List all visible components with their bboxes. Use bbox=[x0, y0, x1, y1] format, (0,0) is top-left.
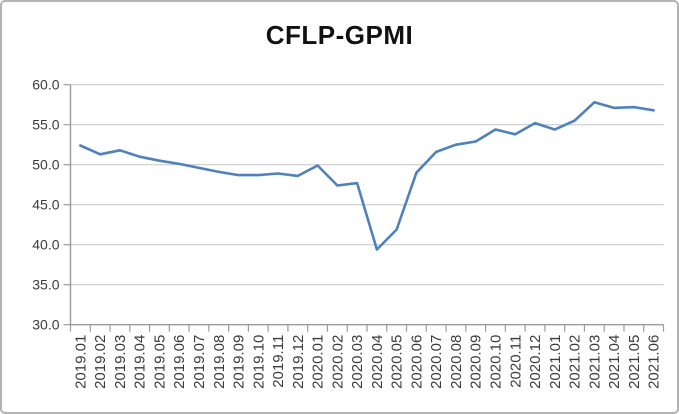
x-tick-label: 2019.09 bbox=[231, 335, 248, 389]
x-tick-label: 2020.01 bbox=[310, 335, 327, 389]
x-tick-label: 2021.01 bbox=[547, 335, 564, 389]
x-tick-label: 2019.12 bbox=[290, 335, 307, 389]
x-tick-label: 2019.08 bbox=[211, 335, 228, 389]
x-tick-label: 2019.11 bbox=[270, 335, 287, 388]
y-tick-label: 45.0 bbox=[32, 197, 59, 213]
x-tick-label: 2020.11 bbox=[507, 335, 524, 388]
y-tick-label: 40.0 bbox=[32, 237, 59, 253]
x-tick-label: 2019.02 bbox=[92, 335, 109, 389]
series-line-cflp-gpmi bbox=[79, 101, 655, 251]
y-tick-label: 60.0 bbox=[32, 77, 59, 93]
x-tick-label: 2019.01 bbox=[72, 335, 89, 389]
x-tick-label: 2020.12 bbox=[527, 335, 544, 389]
x-tick-label: 2020.06 bbox=[408, 335, 425, 389]
x-tick-label: 2020.07 bbox=[428, 335, 445, 389]
x-tick-label: 2021.06 bbox=[646, 335, 663, 389]
y-tick-label: 55.0 bbox=[32, 117, 59, 133]
x-tick-label: 2020.08 bbox=[448, 335, 465, 389]
x-tick-label: 2021.04 bbox=[606, 335, 623, 389]
x-tick-label: 2020.03 bbox=[349, 335, 366, 389]
x-tick-label: 2021.05 bbox=[626, 335, 643, 389]
x-tick-label: 2019.03 bbox=[112, 335, 129, 389]
x-tick-label: 2019.07 bbox=[191, 335, 208, 389]
x-tick-label: 2021.03 bbox=[586, 335, 603, 389]
y-tick-label: 35.0 bbox=[32, 277, 59, 293]
x-tick-label: 2020.02 bbox=[329, 335, 346, 389]
y-tick-label: 50.0 bbox=[32, 157, 59, 173]
chart-title: CFLP-GPMI bbox=[265, 20, 414, 50]
x-tick-label: 2019.06 bbox=[171, 335, 188, 389]
x-tick-label: 2020.04 bbox=[369, 335, 386, 389]
x-tick-label: 2020.09 bbox=[468, 335, 485, 389]
x-tick-label: 2019.05 bbox=[151, 335, 168, 389]
x-tick-label: 2019.10 bbox=[250, 335, 267, 389]
x-tick-label: 2020.10 bbox=[487, 335, 504, 389]
x-tick-label: 2021.02 bbox=[567, 335, 584, 389]
y-tick-label: 30.0 bbox=[32, 317, 59, 333]
x-tick-label: 2020.05 bbox=[389, 335, 406, 389]
x-tick-label: 2019.04 bbox=[132, 335, 149, 389]
